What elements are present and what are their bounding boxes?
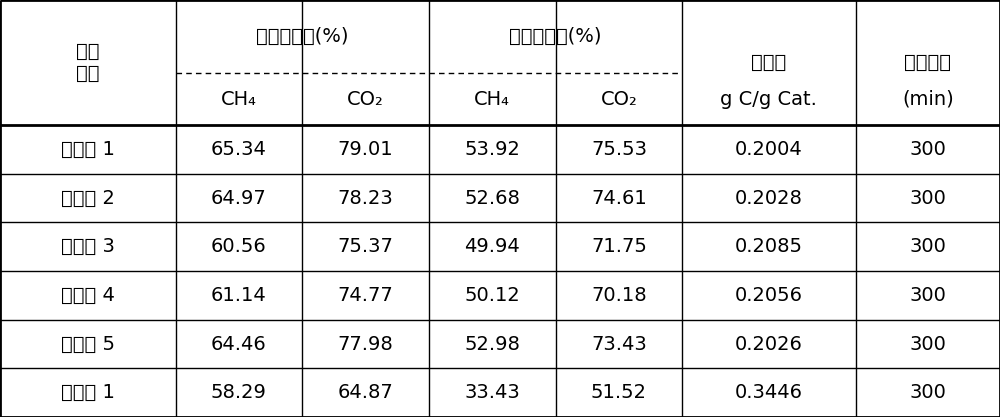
Text: 64.46: 64.46 — [211, 334, 267, 354]
Text: 300: 300 — [909, 140, 946, 159]
Text: 64.87: 64.87 — [338, 383, 393, 402]
Text: 52.68: 52.68 — [464, 188, 520, 208]
Text: 实施例 4: 实施例 4 — [61, 286, 115, 305]
Text: 300: 300 — [909, 334, 946, 354]
Text: 50.12: 50.12 — [464, 286, 520, 305]
Text: 0.2056: 0.2056 — [735, 286, 803, 305]
Text: 300: 300 — [909, 188, 946, 208]
Text: 反应时间: 反应时间 — [904, 53, 951, 72]
Text: 300: 300 — [909, 383, 946, 402]
Text: g C/g Cat.: g C/g Cat. — [720, 90, 817, 108]
Text: 对比例 1: 对比例 1 — [61, 383, 115, 402]
Text: 79.01: 79.01 — [338, 140, 393, 159]
Text: 0.2004: 0.2004 — [735, 140, 803, 159]
Text: 300: 300 — [909, 286, 946, 305]
Text: 70.18: 70.18 — [591, 286, 647, 305]
Text: 49.94: 49.94 — [464, 237, 520, 256]
Text: 积碳量: 积碳量 — [751, 53, 787, 72]
Text: 65.34: 65.34 — [211, 140, 267, 159]
Text: 0.3446: 0.3446 — [735, 383, 803, 402]
Text: 71.75: 71.75 — [591, 237, 647, 256]
Text: 终止转化率(%): 终止转化率(%) — [509, 27, 602, 46]
Text: 52.98: 52.98 — [464, 334, 520, 354]
Text: 实施例 1: 实施例 1 — [61, 140, 115, 159]
Text: 61.14: 61.14 — [211, 286, 267, 305]
Text: 实施例 5: 实施例 5 — [61, 334, 115, 354]
Text: 74.77: 74.77 — [338, 286, 393, 305]
Text: 实施
方式: 实施 方式 — [76, 42, 100, 83]
Text: 300: 300 — [909, 237, 946, 256]
Text: 58.29: 58.29 — [211, 383, 267, 402]
Text: 73.43: 73.43 — [591, 334, 647, 354]
Text: 初始转化率(%): 初始转化率(%) — [256, 27, 348, 46]
Text: 51.52: 51.52 — [591, 383, 647, 402]
Text: 78.23: 78.23 — [338, 188, 393, 208]
Text: 60.56: 60.56 — [211, 237, 267, 256]
Text: 74.61: 74.61 — [591, 188, 647, 208]
Text: CH₄: CH₄ — [474, 90, 510, 108]
Text: CO₂: CO₂ — [347, 90, 384, 108]
Text: 0.2028: 0.2028 — [735, 188, 803, 208]
Text: CH₄: CH₄ — [221, 90, 257, 108]
Text: 0.2026: 0.2026 — [735, 334, 803, 354]
Text: 33.43: 33.43 — [464, 383, 520, 402]
Text: 53.92: 53.92 — [464, 140, 520, 159]
Text: 75.37: 75.37 — [338, 237, 393, 256]
Text: 实施例 2: 实施例 2 — [61, 188, 115, 208]
Text: CO₂: CO₂ — [600, 90, 637, 108]
Text: 77.98: 77.98 — [338, 334, 393, 354]
Text: 64.97: 64.97 — [211, 188, 267, 208]
Text: 75.53: 75.53 — [591, 140, 647, 159]
Text: 实施例 3: 实施例 3 — [61, 237, 115, 256]
Text: (min): (min) — [902, 90, 954, 108]
Text: 0.2085: 0.2085 — [735, 237, 803, 256]
